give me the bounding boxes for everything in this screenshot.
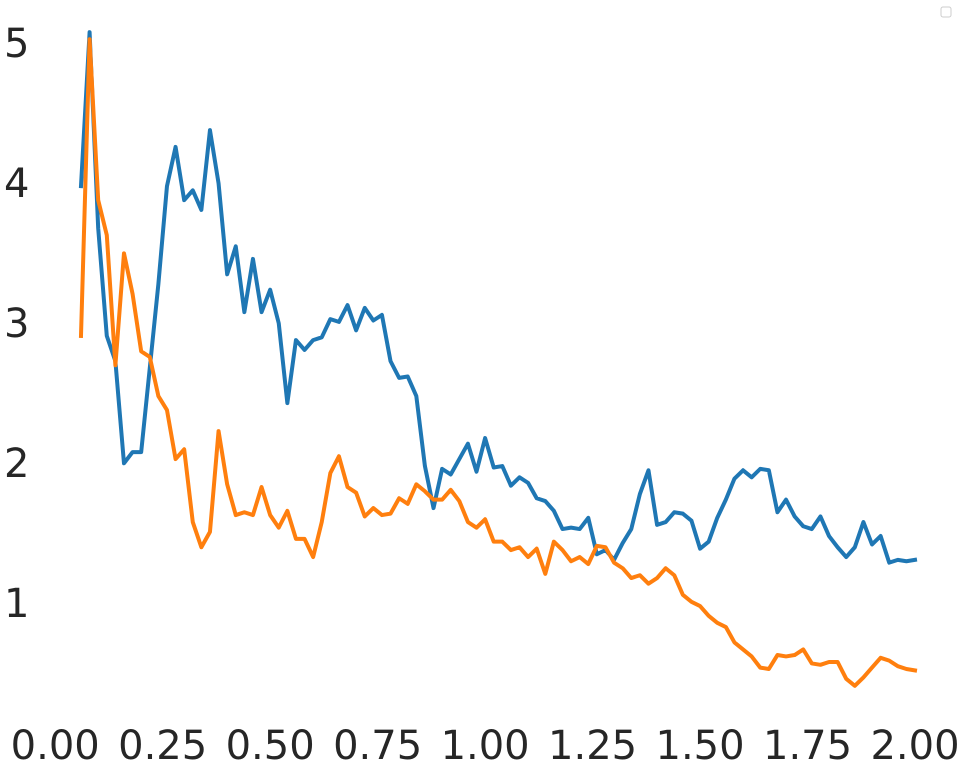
x-tick-label: 0.25 xyxy=(118,723,207,769)
y-tick-label: 5 xyxy=(4,21,29,67)
x-tick-label: 1.50 xyxy=(656,723,745,769)
y-tick-label: 2 xyxy=(4,441,29,487)
x-tick-label: 2.00 xyxy=(870,723,959,769)
x-tick-label: 0.50 xyxy=(226,723,315,769)
x-tick-label: 0.00 xyxy=(11,723,100,769)
x-tick-label: 1.00 xyxy=(441,723,530,769)
line-series xyxy=(78,37,918,688)
y-tick-label: 1 xyxy=(4,581,29,627)
x-tick-label: 0.75 xyxy=(333,723,422,769)
y-tick-label: 4 xyxy=(4,161,29,207)
legend-box xyxy=(940,6,952,18)
x-tick-label: 1.25 xyxy=(548,723,637,769)
line-series xyxy=(78,30,918,565)
y-tick-label: 3 xyxy=(4,301,29,347)
x-tick-label: 1.75 xyxy=(763,723,852,769)
